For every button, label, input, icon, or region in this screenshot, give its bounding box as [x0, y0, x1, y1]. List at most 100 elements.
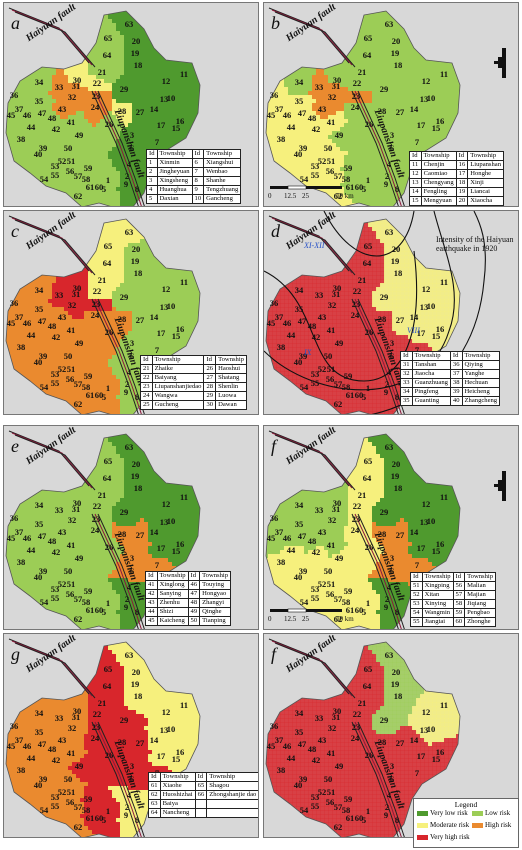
- scale-tick-label: 0: [268, 615, 272, 623]
- choropleth-map: [5, 7, 201, 206]
- haiyuan-fault-line: [11, 217, 93, 274]
- isoseismal-label: VIII: [407, 326, 420, 335]
- table-cell: Zhangyi: [199, 598, 232, 608]
- panel-label: f: [271, 644, 276, 665]
- haiyuan-fault-line: [271, 432, 353, 489]
- legend-swatch: [417, 822, 428, 828]
- table-cell: 51: [410, 581, 423, 591]
- haiyuan-fault-line: [274, 434, 356, 491]
- table-cell: 48: [187, 598, 201, 608]
- table-row: 33 Guanzhuang 38 Hechuan: [400, 378, 501, 388]
- table-cell: Gucheng: [151, 400, 205, 410]
- table-cell: Yanghe: [461, 369, 501, 379]
- table-cell: Mengyuan: [420, 196, 457, 206]
- table-cell: Zhangcheng: [461, 396, 501, 406]
- table-row: 43 Zhenhu 48 Zhangyi: [145, 598, 232, 608]
- table-cell: Tanshan: [411, 360, 451, 370]
- legend-swatch: [417, 810, 428, 816]
- table-cell: 46: [187, 580, 201, 590]
- panel-label: a: [11, 13, 20, 34]
- isoseismal-line: [264, 211, 455, 391]
- legend-item-very-high: Very high risk: [417, 833, 470, 841]
- table-cell: 39: [449, 387, 463, 397]
- liupanshan-fault-line: [97, 90, 145, 206]
- table-row: 23 Liupanshanjiedao 28 Shenlin: [140, 382, 247, 392]
- table-cell: 53: [410, 599, 423, 609]
- table-row: 12 Caomiao 17 Honghe: [409, 169, 504, 179]
- table-cell: Tengzhuang: [203, 185, 242, 195]
- map-panel-g: g Haiyuan fault Liupanshan fault 63 20 65 19 64…: [3, 633, 259, 838]
- county-boundary: [5, 218, 201, 414]
- table-cell: Shizi: [156, 607, 189, 617]
- table-cell: 21: [140, 364, 153, 374]
- table-cell: [194, 808, 208, 818]
- table-cell: Wangmin: [421, 608, 454, 618]
- north-arrow-icon: [494, 48, 506, 78]
- township-table: Id Township Id Township 1 Xinmin 6 Xiangshui 2 Ji…: [146, 149, 242, 204]
- map-panel-c: c Haiyuan fault Liupanshan fault 63 20 65 19 64…: [3, 210, 259, 415]
- table-cell: Caomiao: [420, 169, 457, 179]
- table-cell: Xitan: [421, 590, 454, 600]
- table-cell: Jiangtai: [421, 617, 454, 627]
- table-cell: Xinji: [467, 178, 504, 188]
- table-row: 35 Guanting 40 Zhangcheng: [400, 396, 501, 406]
- haiyuan-fault-line: [8, 430, 90, 487]
- table-cell: 26: [203, 364, 217, 374]
- choropleth-map: [264, 211, 486, 414]
- table-cell: Liupanshanjiedao: [151, 382, 205, 392]
- table-cell: Wenbao: [203, 167, 242, 177]
- legend-item-moderate: Moderate risk: [417, 821, 469, 829]
- table-row: 32 Jiaocha 37 Yanghe: [400, 369, 501, 379]
- liupanshan-fault-line: [354, 90, 402, 206]
- table-cell: Hongyao: [199, 589, 232, 599]
- table-header-cell: Id: [455, 151, 469, 161]
- table-header-cell: Township: [420, 151, 457, 161]
- table-cell: 13: [409, 178, 422, 188]
- table-row: 13 Chengyang 18 Xinji: [409, 178, 504, 188]
- table-cell: Xinmin: [156, 158, 193, 168]
- table-cell: Malian: [464, 581, 497, 591]
- table-header-cell: Township: [156, 571, 189, 581]
- township-table: Id Township Id Township 51 Xingping 56 Malian 52…: [410, 572, 497, 627]
- table-cell: [206, 808, 258, 818]
- county-boundary: [265, 218, 461, 414]
- table-cell: 29: [203, 391, 217, 401]
- liupanshan-fault-line: [354, 513, 402, 629]
- haiyuan-fault-line: [274, 11, 356, 68]
- table-cell: 32: [400, 369, 413, 379]
- legend-swatch: [472, 822, 483, 828]
- haiyuan-fault-line: [11, 640, 93, 697]
- liupanshan-fault-line: [97, 721, 145, 837]
- table-cell: 19: [455, 187, 469, 197]
- liupanshan-fault-line: [354, 298, 402, 414]
- township-table: Id Township Id Township 11 Chenjin 16 Liupansha…: [409, 151, 504, 206]
- table-row: 44 Shizi 49 Qinghe: [145, 607, 232, 617]
- haiyuan-fault-line: [274, 642, 356, 699]
- table-cell: 44: [145, 607, 158, 617]
- table-cell: Zhongshanjie dao: [206, 790, 258, 800]
- table-cell: 23: [140, 382, 153, 392]
- table-header-cell: Township: [215, 355, 247, 365]
- choropleth-map: [265, 638, 461, 837]
- panel-label: f: [271, 436, 276, 457]
- table-header-cell: Township: [203, 149, 242, 159]
- table-cell: 63: [148, 799, 161, 809]
- table-cell: 30: [203, 400, 217, 410]
- legend: Legend Very low risk Low risk Moderate r…: [413, 798, 519, 848]
- table-header-cell: Id: [148, 772, 161, 782]
- liupanshan-fault-line: [351, 298, 399, 414]
- haiyuan-fault-line: [268, 430, 350, 487]
- isoseismal-label: IX: [304, 348, 312, 357]
- table-cell: 2: [146, 167, 158, 177]
- table-cell: Dawan: [215, 400, 247, 410]
- panel-label: c: [11, 221, 19, 242]
- haiyuan-fault-line: [14, 11, 96, 68]
- table-header-cell: Id: [203, 355, 217, 365]
- haiyuan-fault-line: [11, 9, 93, 66]
- table-row: 64 Nancheng: [148, 808, 258, 818]
- table-cell: 40: [449, 396, 463, 406]
- table-cell: 49: [187, 607, 201, 617]
- table-cell: 65: [194, 781, 208, 791]
- table-cell: Jingheyuan: [156, 167, 193, 177]
- table-header-cell: Id: [400, 351, 413, 361]
